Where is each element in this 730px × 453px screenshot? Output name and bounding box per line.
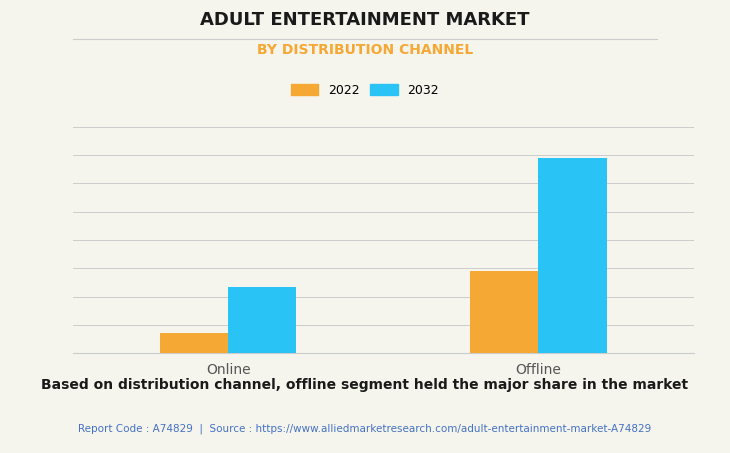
Bar (228, 288, 296, 353)
Text: ADULT ENTERTAINMENT MARKET: ADULT ENTERTAINMENT MARKET (200, 11, 530, 29)
Bar (160, 333, 228, 353)
Bar (470, 271, 539, 353)
Text: Based on distribution channel, offline segment held the major share in the marke: Based on distribution channel, offline s… (42, 378, 688, 392)
Legend: 2022, 2032: 2022, 2032 (286, 79, 444, 102)
Bar (539, 158, 607, 353)
Text: BY DISTRIBUTION CHANNEL: BY DISTRIBUTION CHANNEL (257, 43, 473, 57)
Text: Report Code : A74829  |  Source : https://www.alliedmarketresearch.com/adult-ent: Report Code : A74829 | Source : https://… (78, 424, 652, 434)
